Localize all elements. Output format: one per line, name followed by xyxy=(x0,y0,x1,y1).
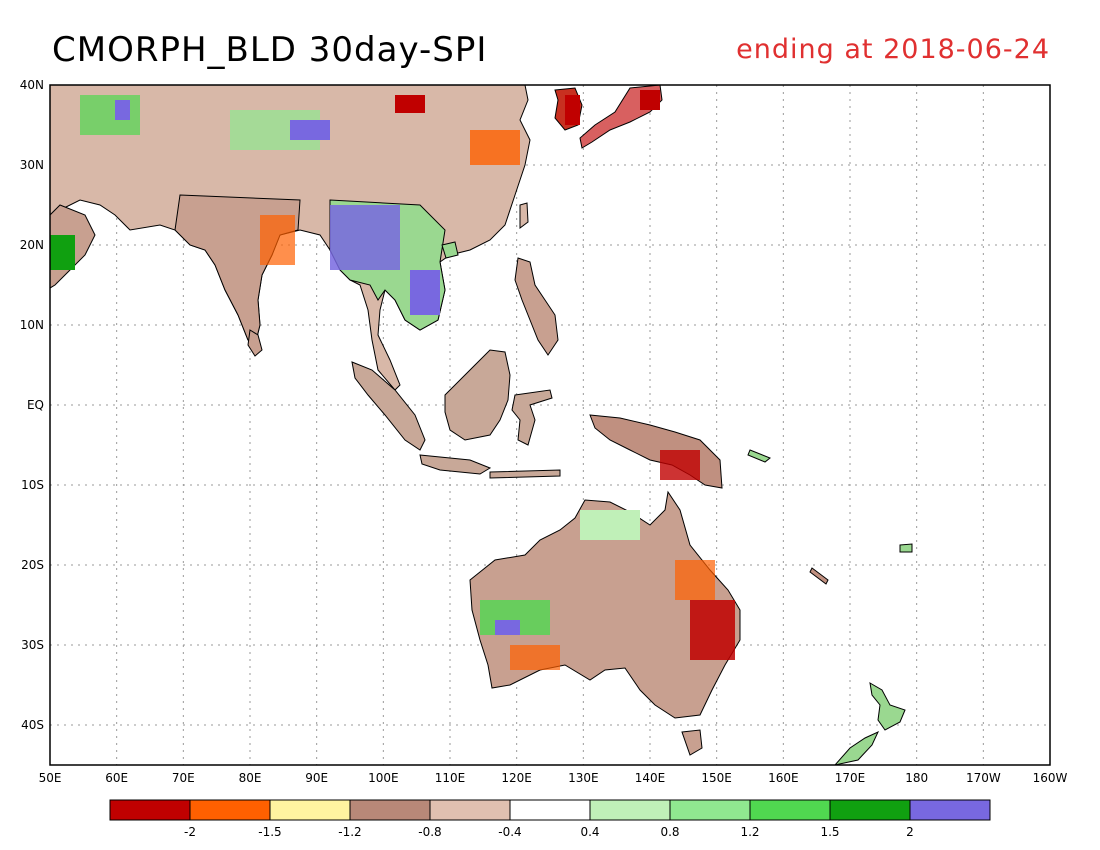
land-hainan xyxy=(441,241,459,259)
spi-anomaly-patches xyxy=(50,90,735,670)
colorbar-label: 2 xyxy=(906,825,914,839)
colorbar-swatch xyxy=(669,799,751,821)
colorbar-label: -1.5 xyxy=(258,825,281,839)
y-tick-label: 40S xyxy=(21,718,44,732)
colorbar-swatch xyxy=(509,799,591,821)
colorbar-label: 0.4 xyxy=(580,825,599,839)
x-tick-label: 70E xyxy=(172,771,195,785)
colorbar: -2 -1.5 -1.2 -0.8 -0.4 0.4 0.8 1.2 1.5 2 xyxy=(109,799,991,839)
x-tick-label: 120E xyxy=(501,771,532,785)
colorbar-swatch xyxy=(589,799,671,821)
land-borneo xyxy=(444,349,511,441)
y-axis-ticks: 40N 30N 20N 10N EQ 10S 20S 30S 40S xyxy=(20,78,44,732)
land-solomon-islands xyxy=(747,449,771,463)
map-title: CMORPH_BLD 30day-SPI xyxy=(52,30,488,70)
colorbar-label: 1.5 xyxy=(820,825,839,839)
x-tick-label: 180 xyxy=(905,771,928,785)
land-new-zealand-south xyxy=(834,730,880,765)
land-lesser-sunda xyxy=(489,469,561,479)
colorbar-swatch xyxy=(429,799,511,821)
y-tick-label: 30S xyxy=(21,638,44,652)
colorbar-swatch xyxy=(749,799,831,821)
y-tick-label: 30N xyxy=(20,158,44,172)
x-tick-label: 80E xyxy=(239,771,262,785)
colorbar-swatch xyxy=(349,799,431,821)
colorbar-swatch xyxy=(829,799,911,821)
colorbar-swatch xyxy=(109,799,191,821)
x-tick-label: 160E xyxy=(768,771,799,785)
colorbar-swatch xyxy=(189,799,271,821)
x-tick-label: 130E xyxy=(568,771,599,785)
colorbar-label: 1.2 xyxy=(740,825,759,839)
y-tick-label: 10S xyxy=(21,478,44,492)
colorbar-label: 0.8 xyxy=(660,825,679,839)
y-tick-label: 10N xyxy=(20,318,44,332)
land-new-caledonia xyxy=(809,567,829,585)
map-date-subtitle: ending at 2018-06-24 xyxy=(736,34,1050,65)
y-tick-label: 40N xyxy=(20,78,44,92)
map-frame xyxy=(49,84,1051,766)
land-fiji xyxy=(899,543,913,553)
x-tick-label: 150E xyxy=(701,771,732,785)
colorbar-label: -1.2 xyxy=(338,825,361,839)
land-taiwan xyxy=(519,202,529,229)
x-tick-label: 140E xyxy=(635,771,666,785)
colorbar-label: -0.4 xyxy=(498,825,521,839)
x-tick-label: 160W xyxy=(1033,771,1068,785)
colorbar-swatch xyxy=(269,799,351,821)
land-tasmania xyxy=(681,729,703,756)
land-philippines xyxy=(514,257,559,356)
colorbar-label: -2 xyxy=(184,825,196,839)
land-sulawesi xyxy=(511,389,553,446)
y-tick-label: EQ xyxy=(27,398,44,412)
x-tick-label: 110E xyxy=(435,771,466,785)
colorbar-label: -0.8 xyxy=(418,825,441,839)
x-axis-ticks: 50E 60E 70E 80E 90E 100E 110E 120E 130E 140E 150E 1… xyxy=(39,771,1068,785)
land-sumatra xyxy=(351,361,426,451)
x-tick-label: 50E xyxy=(39,771,62,785)
land-sri-lanka xyxy=(247,329,263,357)
y-tick-label: 20S xyxy=(21,558,44,572)
x-tick-label: 100E xyxy=(368,771,399,785)
x-tick-label: 60E xyxy=(105,771,128,785)
land-java xyxy=(419,454,492,475)
x-tick-label: 90E xyxy=(305,771,328,785)
land-new-zealand-north xyxy=(869,682,906,731)
x-tick-label: 170W xyxy=(966,771,1001,785)
y-tick-label: 20N xyxy=(20,238,44,252)
colorbar-swatch xyxy=(909,799,991,821)
x-tick-label: 170E xyxy=(835,771,866,785)
